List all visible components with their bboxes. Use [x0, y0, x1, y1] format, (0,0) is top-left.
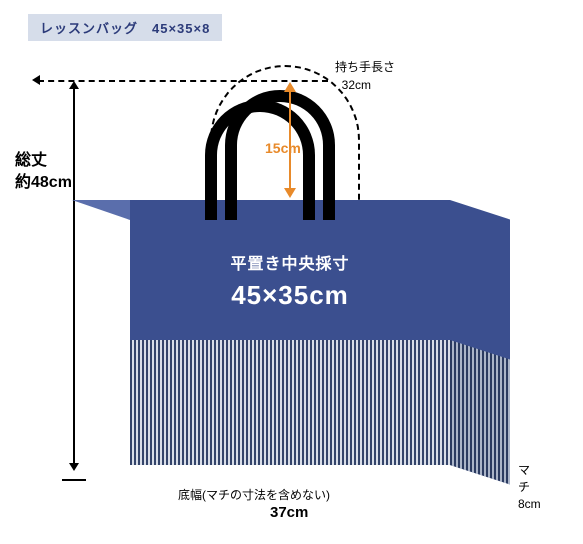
total-height-text: 総丈	[15, 152, 47, 169]
gusset-text: マチ	[518, 463, 530, 494]
flat-measure-label: 平置き中央採寸	[130, 250, 450, 274]
flat-measure-value: 45×35cm	[130, 280, 450, 311]
gusset-label: マチ 8cm	[518, 462, 541, 512]
handle-length-text: 持ち手長さ	[335, 60, 395, 74]
total-height-tick	[62, 479, 86, 481]
bottom-width-value: 37cm	[270, 504, 308, 521]
handle-length-label: 持ち手長さ 32cm	[335, 58, 395, 94]
title-bar: レッスンバッグ 45×35×8	[28, 14, 222, 41]
bag-side-stripe	[450, 340, 510, 484]
gusset-value: 8cm	[518, 497, 541, 511]
bottom-width-label: 底幅(マチの寸法を含めない)	[178, 486, 330, 503]
handle-drop-value: 15cm	[265, 140, 301, 156]
center-measure: 平置き中央採寸 45×35cm	[130, 250, 450, 311]
bag-front-stripe	[130, 340, 450, 465]
bag-diagram: 総丈 約48cm 15cm 持ち手長さ 32cm 平置き中央採寸 45×35cm…	[130, 80, 510, 480]
handle-length-value: 32cm	[342, 78, 371, 92]
total-height-value: 約48cm	[15, 174, 72, 191]
top-guide-arrowhead	[32, 75, 40, 85]
total-height-label: 総丈 約48cm	[15, 150, 72, 195]
total-height-arrow	[73, 88, 75, 464]
